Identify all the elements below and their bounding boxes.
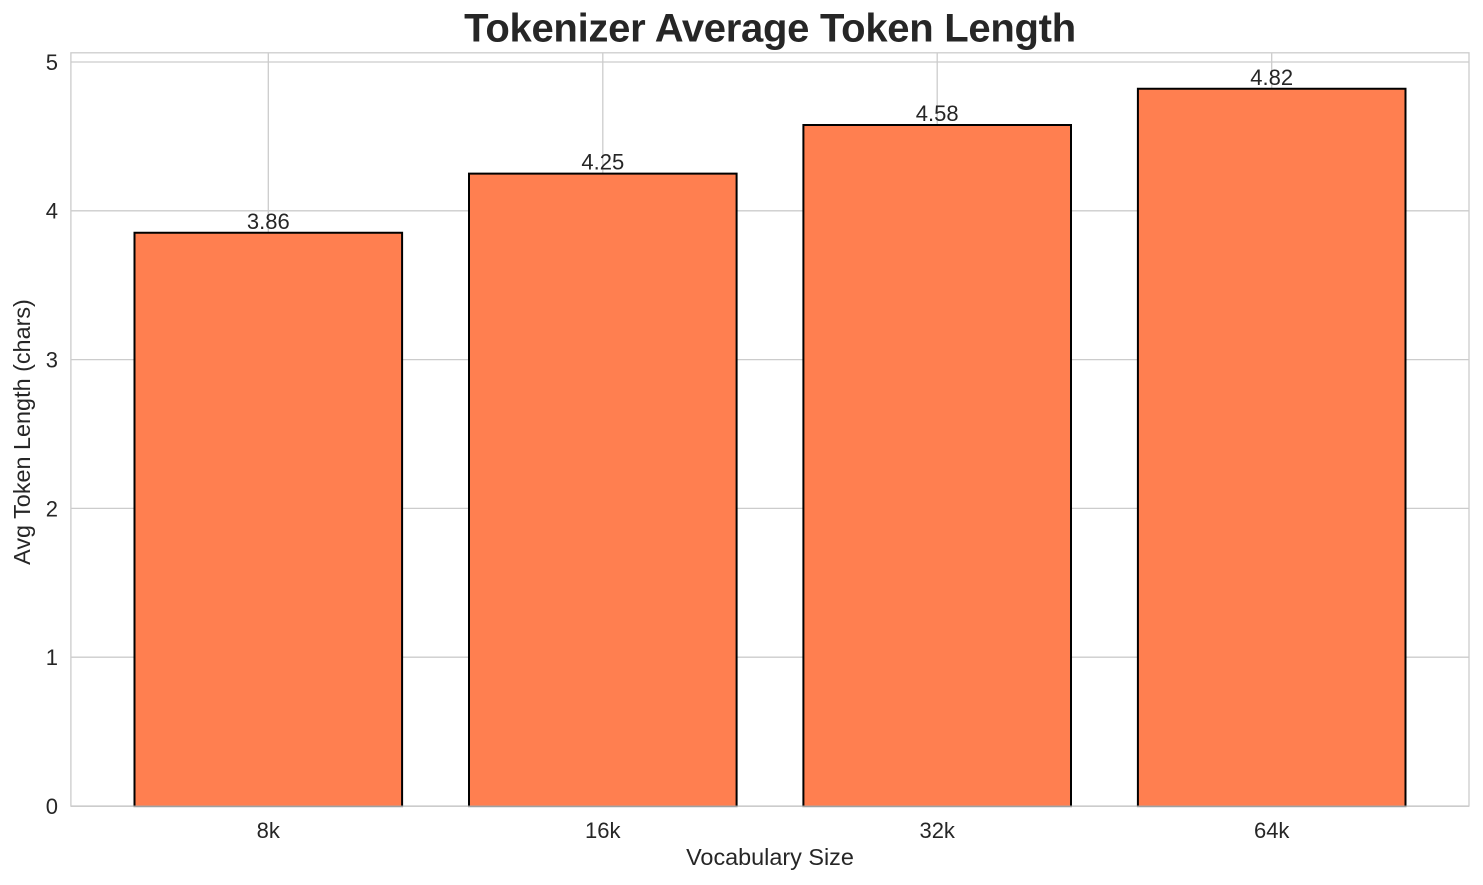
svg-text:64k: 64k	[1254, 818, 1290, 843]
svg-text:4.58: 4.58	[916, 101, 959, 126]
svg-text:Vocabulary Size: Vocabulary Size	[686, 844, 854, 870]
svg-text:4: 4	[46, 199, 58, 224]
svg-text:1: 1	[46, 645, 58, 670]
svg-text:4.25: 4.25	[581, 150, 624, 175]
svg-text:16k: 16k	[585, 818, 621, 843]
svg-text:5: 5	[46, 50, 58, 75]
svg-text:32k: 32k	[919, 818, 955, 843]
svg-text:3: 3	[46, 348, 58, 373]
svg-text:4.82: 4.82	[1250, 65, 1293, 90]
svg-text:2: 2	[46, 496, 58, 521]
svg-text:3.86: 3.86	[247, 209, 290, 234]
svg-text:Tokenizer Average Token Length: Tokenizer Average Token Length	[464, 6, 1076, 50]
svg-text:0: 0	[46, 794, 58, 819]
svg-text:Avg Token Length (chars): Avg Token Length (chars)	[9, 299, 35, 565]
svg-text:8k: 8k	[257, 818, 281, 843]
